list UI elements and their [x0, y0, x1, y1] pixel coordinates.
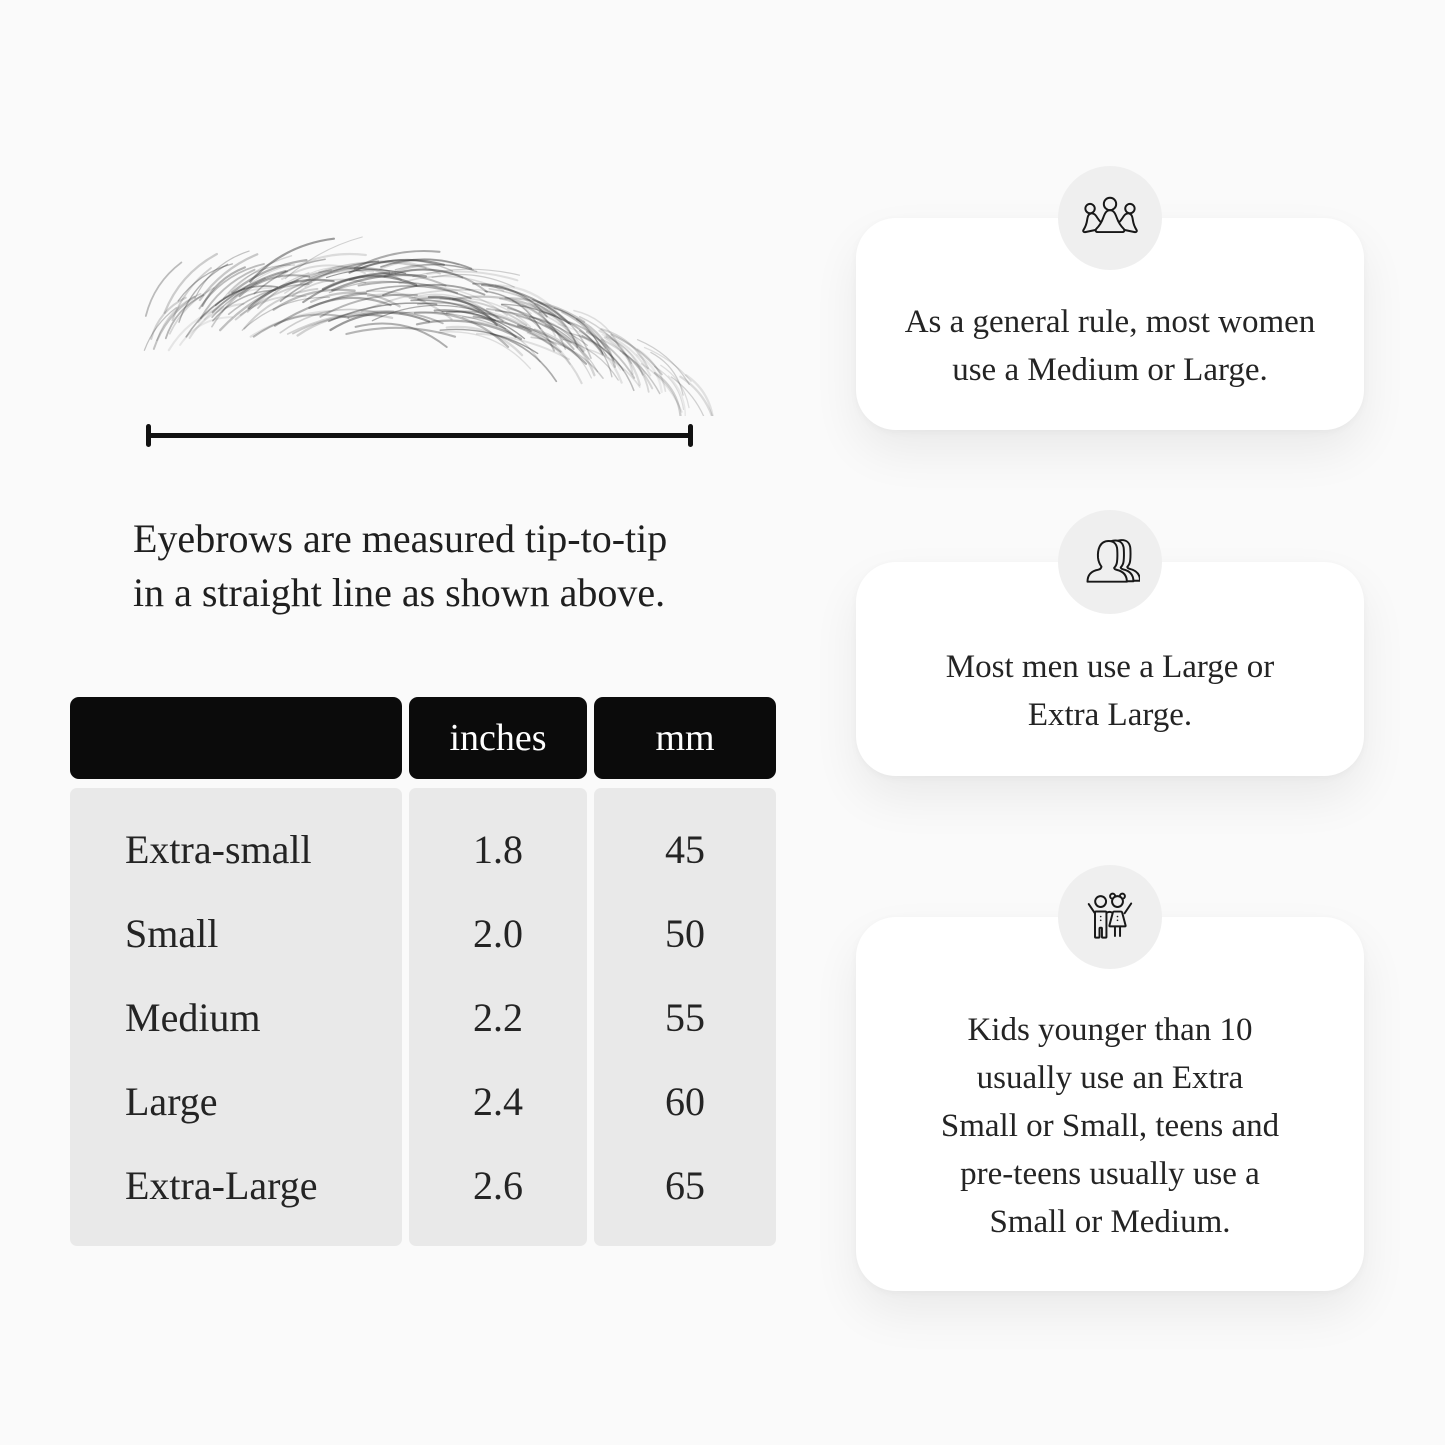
card-text-line: Kids younger than 10: [967, 1012, 1253, 1048]
info-card-kids: Kids younger than 10 usually use an Extra…: [856, 865, 1364, 1291]
men-group-icon: [1086, 539, 1140, 583]
size-label-column: Extra-small Small Medium Large Extra-Lar…: [70, 788, 402, 1246]
inches-value: 1.8: [473, 826, 523, 872]
card-text: Most men use a Large or Extra Large.: [946, 643, 1274, 739]
inches-value: 2.4: [473, 1078, 523, 1124]
info-card-men: Most men use a Large or Extra Large.: [856, 510, 1364, 776]
card-text-line: As a general rule, most women: [904, 304, 1316, 340]
mm-value-column: 45 50 55 60 65: [594, 788, 776, 1246]
size-label: Large: [125, 1078, 218, 1124]
card-text-line: use a Medium or Large.: [952, 352, 1268, 388]
eyebrow-illustration: [125, 236, 725, 416]
card-text-line: Small or Medium.: [989, 1204, 1231, 1240]
mm-value: 55: [665, 994, 705, 1040]
measurement-line-right-tick: [688, 424, 693, 447]
children-icon: [1087, 892, 1133, 939]
size-table-body: Extra-small Small Medium Large Extra-Lar…: [70, 788, 776, 1246]
card-text-line: pre-teens usually use a: [960, 1156, 1260, 1192]
mm-column-header: mm: [594, 697, 776, 779]
measurement-line-left-tick: [146, 424, 151, 447]
icon-circle: [1058, 865, 1162, 969]
mm-value: 60: [665, 1078, 705, 1124]
inches-value: 2.0: [473, 910, 523, 956]
size-label: Medium: [125, 994, 261, 1040]
mm-value: 45: [665, 826, 705, 872]
mm-value: 50: [665, 910, 705, 956]
women-group-icon: [1082, 196, 1138, 234]
size-label: Extra-small: [125, 826, 312, 872]
card-text-line: usually use an Extra: [976, 1060, 1244, 1096]
size-table: inches mm Extra-small Small Medium Large…: [70, 697, 776, 1246]
card-text-line: Most men use a Large or: [945, 649, 1275, 685]
card-text: Kids younger than 10 usually use an Extra…: [941, 1006, 1279, 1246]
card-text-line: Small or Small, teens and: [940, 1108, 1280, 1144]
size-label: Extra-Large: [125, 1162, 318, 1208]
measurement-caption: Eyebrows are measured tip-to-tip in a str…: [133, 512, 667, 620]
mm-value: 65: [665, 1162, 705, 1208]
inches-value: 2.2: [473, 994, 523, 1040]
icon-circle: [1058, 510, 1162, 614]
inches-column-header: inches: [409, 697, 587, 779]
caption-line-2: in a straight line as shown above.: [133, 570, 666, 615]
card-text: As a general rule, most women use a Mediu…: [905, 298, 1316, 394]
inches-value: 2.6: [473, 1162, 523, 1208]
card-text-line: Extra Large.: [1027, 697, 1193, 733]
caption-line-1: Eyebrows are measured tip-to-tip: [133, 516, 668, 561]
size-table-header: inches mm: [70, 697, 776, 779]
size-column-header: [70, 697, 402, 779]
inches-value-column: 1.8 2.0 2.2 2.4 2.6: [409, 788, 587, 1246]
size-label: Small: [125, 910, 219, 956]
measurement-line: [146, 424, 693, 447]
info-card-women: As a general rule, most women use a Mediu…: [856, 166, 1364, 430]
eyebrow-sketch: [143, 236, 714, 416]
icon-circle: [1058, 166, 1162, 270]
